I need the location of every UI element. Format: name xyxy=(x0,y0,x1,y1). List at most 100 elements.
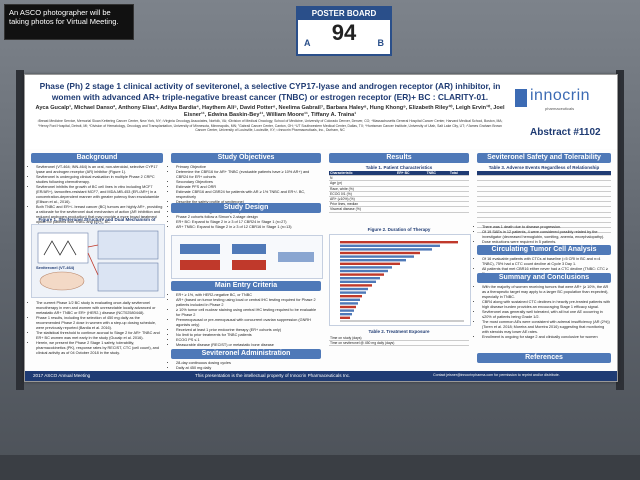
table-cell xyxy=(510,212,544,218)
list-item: Dose reductions were required in 5 patie… xyxy=(482,240,611,245)
table3-caption: Table 3. Adverse Events Regardless of Re… xyxy=(488,165,600,170)
table-cell xyxy=(425,180,449,187)
table-cell xyxy=(477,180,511,187)
swimmer-bar xyxy=(340,298,360,301)
table-cell xyxy=(544,222,578,229)
table-row: Age (yr) xyxy=(329,180,469,187)
list-item: No limit to prior treatments for TNBC pa… xyxy=(176,333,321,338)
table-cell xyxy=(425,191,449,197)
asco-photographer-sign: An ASCO photographer will be taking phot… xyxy=(4,4,134,40)
table-cell xyxy=(477,186,511,192)
list-item: Seviteronel inhibits the growth of BC ce… xyxy=(36,185,163,205)
table-cell: Visceral disease (%) xyxy=(329,206,396,213)
table-cell xyxy=(510,196,544,203)
safety-notes-list: There was 1 death due to disease progres… xyxy=(477,225,611,245)
design-text: Phase 2 cohorts follow a Simon's 2-stage… xyxy=(171,215,321,230)
table-cell xyxy=(448,201,469,208)
table-header-cell: Total xyxy=(448,171,469,177)
admin-text: 28-day continuous dosing cyclesDaily at … xyxy=(171,361,321,371)
list-item: Phase 1 results, including the selection… xyxy=(36,316,163,331)
table-cell xyxy=(544,180,578,187)
duration-of-therapy-chart xyxy=(329,234,471,326)
table-header-cell: ER+ BC xyxy=(395,171,426,177)
footer-meeting: 2017 ASCO Annual Meeting xyxy=(33,373,91,378)
swimmer-bar xyxy=(340,287,368,291)
figure2-caption: Figure 2. Duration of Therapy xyxy=(367,227,431,232)
table-cell xyxy=(477,196,511,203)
logo-mark-icon xyxy=(515,89,527,107)
design-list: Phase 2 cohorts follow a Simon's 2-stage… xyxy=(171,215,321,230)
list-item: Enrollment is ongoing for stage 2 and cl… xyxy=(482,335,611,340)
table-row xyxy=(477,206,611,213)
board-header: POSTER BOARD xyxy=(298,8,390,20)
table-cell xyxy=(425,175,449,182)
swimmer-bar xyxy=(340,248,432,251)
swimmer-bar xyxy=(340,262,400,265)
swimmer-bar xyxy=(340,266,392,269)
table-cell: N xyxy=(329,175,396,182)
study-points-list: The current Phase 1/2 BC study is evalua… xyxy=(31,301,163,356)
table-cell xyxy=(544,175,578,182)
list-item: Daily at 450 mg daily xyxy=(176,366,321,371)
table-row: ECOG 0/1 (%) xyxy=(329,191,469,197)
table-cell xyxy=(510,171,544,177)
list-item: Herein, we present the Phase 2 Stage 1 s… xyxy=(36,341,163,356)
table2-caption: Table 2. Treatment Exposure xyxy=(368,329,430,334)
table-cell xyxy=(577,201,611,208)
list-item: There was 1 death due to disease progres… xyxy=(482,225,611,230)
table-cell xyxy=(577,186,611,192)
mechanism-diagram xyxy=(37,230,159,292)
section-safety: Seviteronel Safety and Tolerability xyxy=(477,153,611,163)
swimmer-bar xyxy=(340,269,388,273)
board-frame-left xyxy=(16,70,24,390)
section-references: References xyxy=(477,353,611,363)
table-row xyxy=(477,180,611,187)
cell-icon xyxy=(39,271,85,291)
poster-title-band: Phase (Ph) 2 stage 1 clinical activity o… xyxy=(25,75,617,149)
swimmer-bar xyxy=(340,259,406,262)
section-study-design: Study Design xyxy=(171,203,321,213)
table-cell xyxy=(461,340,465,347)
patient-characteristics-table: Characteristic ER+ BC TNBC Total N Age (yr) Ra… xyxy=(329,171,469,213)
table-row xyxy=(477,186,611,192)
table-cell xyxy=(425,186,449,192)
table-cell xyxy=(395,175,426,182)
table-cell xyxy=(477,171,511,177)
list-item: With the majority of women receiving tum… xyxy=(482,285,611,300)
list-item: AR+ TNBC: Expand to Stage 2 in ≥ 3 of 12… xyxy=(176,225,321,230)
adverse-events-table xyxy=(477,171,611,234)
table-cell xyxy=(544,171,578,177)
table-cell xyxy=(510,186,544,192)
table-header-cell: TNBC xyxy=(425,171,449,177)
criteria-text: ER+ ≥ 1%, with HER2-negative BC, or TNBC… xyxy=(171,293,321,348)
table-cell xyxy=(477,222,511,229)
swimmer-bar xyxy=(340,309,354,312)
table-row xyxy=(477,227,611,234)
table-cell xyxy=(544,217,578,223)
list-item: Seviteronel was generally well tolerated… xyxy=(482,310,611,320)
schema-box xyxy=(278,252,314,262)
table-cell xyxy=(477,206,511,213)
floor xyxy=(0,455,640,480)
swimmer-bar xyxy=(340,305,356,309)
list-item: CBR4 along with sustained CTC declines i… xyxy=(482,300,611,310)
table-cell xyxy=(577,196,611,203)
table-cell xyxy=(544,201,578,208)
board-frame-right xyxy=(616,70,624,390)
table-cell xyxy=(448,175,469,182)
list-item: Both TNBC and ER+/- breast cancer (BC) t… xyxy=(36,205,163,225)
section-summary-conclusions: Summary and Conclusions xyxy=(477,273,611,283)
list-item: Measurable disease (RECIST) or metastati… xyxy=(176,343,321,348)
table-cell xyxy=(461,336,465,342)
table-cell xyxy=(425,206,449,213)
table-row xyxy=(477,175,611,182)
table-cell xyxy=(577,212,611,218)
table-cell xyxy=(544,196,578,203)
table-cell: Prior lines, median xyxy=(329,201,396,208)
schema-box xyxy=(180,244,220,254)
table-cell xyxy=(577,222,611,229)
figure1-mechanism: Seviteronel (VT-464) xyxy=(31,224,165,298)
swimmer-bar xyxy=(340,255,414,258)
table1-caption: Table 1. Patient Characteristics xyxy=(365,165,433,170)
footer-property: This presentation is the intellectual pr… xyxy=(195,373,351,378)
